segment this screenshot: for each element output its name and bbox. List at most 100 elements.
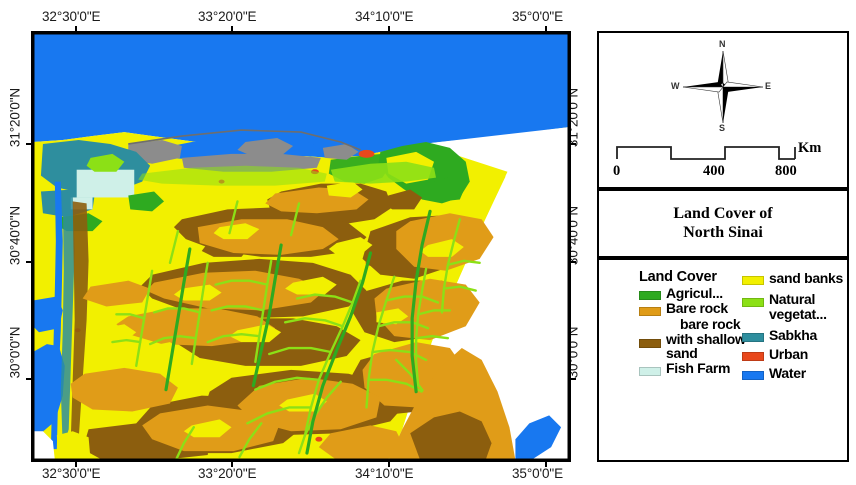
scale-tick-0: 0 (613, 163, 621, 179)
tick-top-1 (231, 26, 233, 31)
map-inner-border (33, 33, 569, 460)
legend-item-bare-rock[interactable]: Bare rock (639, 300, 749, 317)
region-mediterranean-sea (33, 33, 569, 158)
region-natveg-belt-ne (330, 161, 436, 184)
tick-bottom-2 (388, 462, 390, 467)
region-sand-inner-2 (285, 276, 337, 295)
tick-top-0 (75, 26, 77, 31)
legend-item-natural-vegetation[interactable]: Natural vegetat... (742, 292, 850, 321)
tick-left-0 (26, 143, 31, 145)
land-cover-map[interactable] (33, 33, 569, 460)
region-orange-e2 (374, 278, 480, 341)
scale-bar: 0 400 800 Km (613, 140, 833, 185)
lon-label-bottom-2: 34°10'0"E (355, 466, 414, 481)
region-sand-inner-1 (213, 223, 260, 240)
tick-top-3 (545, 26, 547, 31)
region-canal-bank-sabkha (60, 191, 75, 450)
legend-label-fish-farm: Fish Farm (666, 360, 731, 377)
legend-swatch-urban (742, 352, 764, 362)
legend-column-left: Land Cover Agricul... Bare rock bare roc… (639, 269, 749, 377)
legend-item-urban[interactable]: Urban (742, 347, 850, 361)
legend-swatch-natural-vegetation (742, 298, 764, 308)
region-natveg-nw-2 (128, 191, 165, 212)
legend-label-water: Water (769, 365, 806, 382)
region-sand-inner-9 (132, 342, 182, 360)
region-sand-inner-12 (326, 181, 363, 198)
compass-label-west: W (671, 81, 680, 91)
region-bardawil-islet-1 (237, 138, 294, 156)
region-sw-yellow-strip (56, 431, 91, 460)
tick-bottom-0 (75, 462, 77, 467)
map-title-line-2: North Sinai (683, 223, 763, 241)
legend-item-agriculture[interactable]: Agricul... (639, 286, 749, 300)
tick-top-2 (388, 26, 390, 31)
lon-label-bottom-3: 35°0'0"E (512, 466, 564, 481)
region-wadi-network (111, 200, 481, 460)
legend-item-sand-banks[interactable]: sand banks (742, 271, 850, 285)
region-natveg-belt-coast (138, 165, 327, 186)
lon-label-top-2: 34°10'0"E (355, 9, 414, 24)
lat-label-left-1: 30°40'0"N (7, 205, 23, 266)
legend-label-urban: Urban (769, 346, 808, 363)
scale-tick-400: 400 (703, 163, 725, 179)
legend-label-bare-rock: Bare rock (666, 300, 728, 317)
legend-panel: Land Cover Agricul... Bare rock bare roc… (597, 258, 849, 462)
lon-label-bottom-1: 33°20'0"E (198, 466, 257, 481)
legend-swatch-fish-farm (639, 367, 661, 377)
region-wadi-trunks (164, 209, 432, 455)
region-natveg-nw-1 (86, 153, 125, 172)
region-fish-farm (76, 169, 135, 198)
legend-swatch-bare-rock (639, 307, 661, 317)
region-se-land-brown (410, 411, 492, 460)
region-bardawil-spit-line (128, 129, 361, 151)
legend-swatch-bare-rock-shallow-sand (639, 339, 661, 349)
tick-left-1 (26, 261, 31, 263)
map-panel[interactable] (31, 31, 571, 462)
legend-item-sabkha[interactable]: Sabkha (742, 328, 850, 342)
region-orange-se-corner (318, 425, 405, 460)
legend-swatch-agriculture (639, 291, 661, 300)
legend-item-bare-rock-shallow-sand[interactable]: bare rock with shallow sand (639, 317, 749, 360)
compass-scale-panel: N S W E (597, 31, 849, 189)
compass-rose: N S W E (669, 39, 777, 135)
region-brown-patch-ne-coast (382, 189, 423, 210)
legend-column-right: sand banks Natural vegetat... Sabkha Urb… (742, 269, 850, 382)
tick-left-2 (26, 378, 31, 380)
tick-right-1 (571, 261, 576, 263)
region-bardawil-islet-2 (322, 143, 359, 160)
legend-label-sand-banks: sand banks (769, 270, 844, 286)
region-urban-patch-5 (315, 436, 323, 442)
map-title-line-1: Land Cover of (673, 204, 773, 222)
title-panel: Land Cover of North Sinai (597, 189, 849, 258)
legend: Land Cover Agricul... Bare rock bare roc… (599, 260, 847, 460)
compass-star-icon (682, 50, 764, 124)
tick-right-2 (571, 378, 576, 380)
region-sand-inner-11 (86, 324, 137, 343)
region-orange-sw (70, 367, 178, 412)
region-sand-inner-10 (376, 308, 409, 325)
region-gulf-of-aqaba (515, 415, 562, 460)
compass-label-north: N (719, 39, 726, 49)
scale-bar-graphic (616, 146, 796, 160)
legend-swatch-water (742, 371, 764, 381)
region-urban-el-arish (358, 149, 375, 158)
legend-label-natural-vegetation: Natural vegetat... (769, 291, 827, 322)
compass-label-south: S (719, 123, 726, 133)
region-sw-white-gap (33, 431, 55, 460)
region-sand-inner-3 (173, 284, 222, 301)
legend-item-fish-farm[interactable]: Fish Farm (639, 360, 749, 377)
region-sand-inner-8 (183, 419, 232, 438)
legend-label-agriculture: Agricul... (666, 285, 723, 301)
region-sand-inner-5 (328, 237, 373, 255)
legend-label-bare-rock-shallow-sand: bare rock with shallow sand (666, 316, 746, 361)
scale-unit-label: Km (798, 140, 822, 156)
lon-label-top-1: 33°20'0"E (198, 9, 257, 24)
legend-swatch-sabkha (742, 332, 764, 342)
region-sand-inner-4 (229, 324, 282, 343)
compass-label-east: E (765, 81, 772, 91)
legend-item-water[interactable]: Water (742, 365, 850, 382)
lon-label-bottom-0: 32°30'0"E (42, 466, 101, 481)
scale-tick-800: 800 (775, 163, 797, 179)
lon-label-top-3: 35°0'0"E (512, 9, 564, 24)
